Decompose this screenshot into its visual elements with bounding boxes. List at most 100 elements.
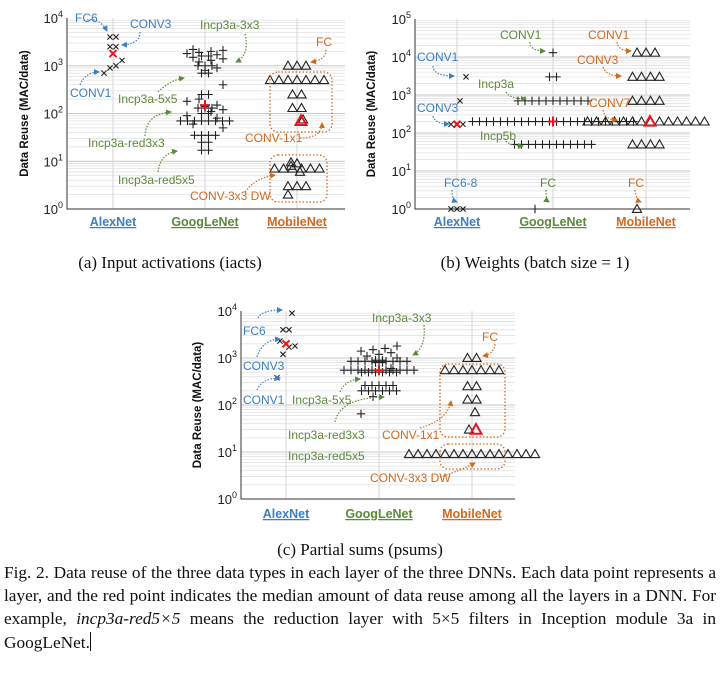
layer-group-box — [269, 71, 333, 133]
data-point — [286, 102, 299, 113]
data-point — [378, 355, 387, 365]
data-point — [194, 48, 204, 57]
plot-c: 100 101 102 103 104 Data Reuse (MAC/data) Alex… — [192, 302, 541, 559]
data-point — [631, 203, 643, 213]
y-tick-label: 100 — [392, 200, 411, 217]
x-tick-label-mobilenet: MobileNet — [616, 215, 677, 229]
annotation-arrow — [634, 189, 642, 203]
data-point — [392, 386, 401, 396]
annotation-arrow — [144, 109, 172, 137]
data-point — [204, 51, 213, 61]
median-point — [108, 49, 118, 58]
data-point — [188, 45, 198, 54]
data-point — [461, 352, 474, 362]
data-point — [439, 364, 451, 375]
data-point — [653, 138, 666, 149]
data-point — [182, 49, 192, 58]
data-point — [386, 348, 396, 357]
data-point — [206, 107, 216, 116]
data-point — [218, 105, 228, 114]
data-point — [649, 46, 661, 57]
data-point — [466, 364, 478, 375]
median-point — [548, 116, 558, 127]
data-point — [470, 352, 483, 362]
annotation-arrow — [256, 336, 281, 358]
data-point — [300, 74, 312, 85]
data-point — [107, 43, 113, 50]
data-point — [207, 61, 217, 70]
data-point — [430, 448, 442, 459]
annotation-label: Incp3a-red3x3 — [288, 428, 365, 442]
annotation-label: CONV-1x1 — [382, 428, 440, 442]
data-point — [581, 115, 594, 126]
annotation-label: Incp3a-red5x5 — [118, 173, 195, 187]
data-point — [113, 43, 119, 50]
data-point — [461, 380, 474, 391]
caption-italic: incp3a-red5×5 — [76, 609, 181, 629]
axes — [240, 311, 515, 500]
data-point — [689, 115, 702, 126]
annotation-label: FC6 — [75, 11, 98, 25]
data-point — [212, 100, 222, 110]
data-point — [362, 351, 372, 361]
text-cursor — [89, 631, 92, 651]
data-point — [268, 162, 281, 173]
annotation-label: CONV-3x3 DW — [370, 471, 451, 485]
data-point — [590, 115, 603, 126]
data-point — [207, 103, 217, 113]
annotation-arrow — [257, 307, 283, 319]
data-point — [194, 57, 204, 67]
data-point — [698, 115, 711, 126]
median-point — [374, 365, 384, 376]
data-point — [119, 57, 125, 64]
data-point — [680, 115, 693, 126]
annotation-label: Incp3a-5x5 — [292, 393, 352, 407]
x-tick-label-googlenet: GoogLeNet — [345, 507, 413, 521]
data-point — [403, 448, 415, 459]
data-point — [448, 448, 460, 459]
data-point — [626, 71, 639, 81]
data-point — [300, 180, 312, 191]
axes — [66, 18, 345, 210]
data-point — [463, 73, 469, 80]
data-point — [218, 54, 228, 63]
data-point — [421, 448, 433, 459]
data-point — [280, 351, 286, 358]
data-point — [448, 121, 454, 128]
layer-group-box — [439, 443, 506, 470]
annotation-label: FC — [482, 330, 498, 344]
data-point — [277, 162, 290, 173]
data-point — [295, 162, 308, 173]
data-point — [448, 206, 454, 212]
data-point — [304, 162, 317, 173]
data-point — [552, 72, 561, 82]
annotation-label: CONV1 — [588, 28, 630, 42]
median-point — [468, 422, 484, 435]
y-tick-label: 102 — [218, 396, 237, 413]
data-point — [608, 115, 621, 126]
data-point — [309, 74, 321, 85]
data-point — [374, 350, 384, 359]
data-point — [475, 448, 487, 459]
data-point — [101, 70, 107, 77]
data-point — [484, 448, 496, 459]
data-point — [206, 47, 216, 56]
annotation-arrow — [505, 91, 527, 102]
data-point — [392, 341, 402, 351]
data-point — [653, 95, 666, 105]
annotation-label: CONV1 — [500, 28, 542, 42]
y-tick-label: 102 — [44, 105, 63, 122]
x-tick-label-googlenet: GoogLeNet — [171, 215, 239, 229]
data-point — [463, 423, 475, 434]
annotation-arrow — [439, 462, 476, 478]
data-point — [454, 206, 460, 212]
data-point — [644, 71, 657, 81]
data-point — [313, 162, 326, 173]
data-point — [182, 111, 192, 120]
annotation-label: Incp3a-3x3 — [372, 311, 432, 325]
data-point — [671, 115, 684, 126]
data-point — [291, 180, 303, 191]
data-point — [635, 115, 648, 126]
data-point — [356, 409, 366, 418]
data-point — [300, 60, 312, 70]
